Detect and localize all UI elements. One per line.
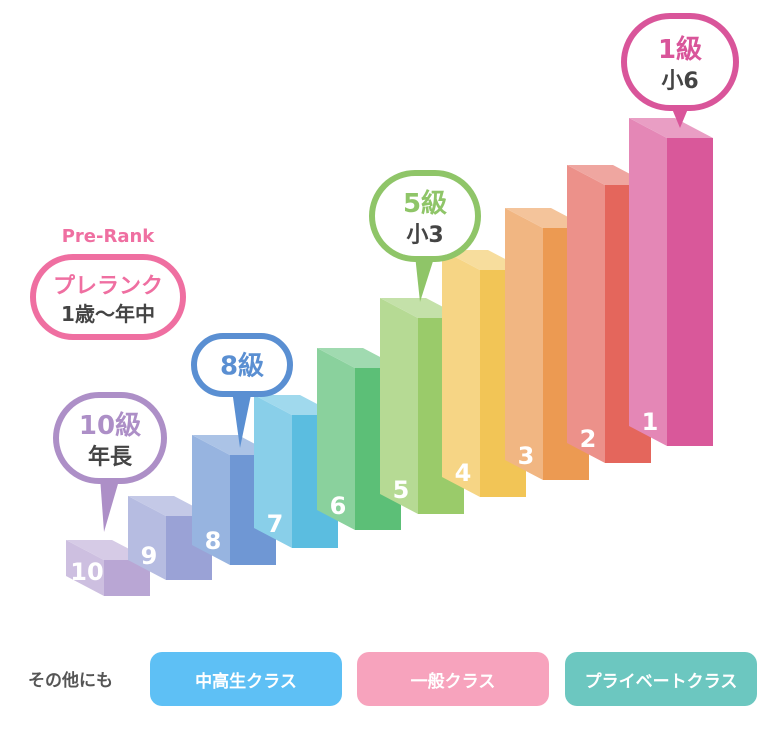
class-pill-general[interactable]: 一般クラス [357,652,549,706]
grade-bar-top-9 [128,496,212,516]
callout-sub-grade5: 小3 [406,223,443,248]
callout-tail-grade8 [232,390,252,448]
grade-bar-side-9 [128,496,166,580]
grade-bar-side-10 [66,540,104,596]
callout-title-grade8: 8級 [220,350,264,381]
grade-bar-top-1 [629,118,713,138]
grade-bars: 10 9 8 7 6 5 4 3 2 1 [66,118,713,596]
grade-bar-label-5: 5 [393,476,410,504]
grade-bar-4: 4 [442,250,526,497]
grade-bar-side-6 [317,348,355,530]
callout-sub-grade10: 年長 [88,444,133,470]
grade-bar-label-9: 9 [141,542,158,570]
grade-bar-6: 6 [317,348,401,530]
grade-bar-label-6: 6 [330,492,347,520]
callout-bubble-grade1 [621,13,739,111]
grade-bar-label-10: 10 [70,558,103,586]
callout-title-grade5: 5級 [403,188,447,219]
grade-bar-side-3 [505,208,543,480]
callout-title-prerank: プレランク [53,274,163,299]
grade-bar-8: 8 [192,435,276,565]
grade-bar-label-1: 1 [642,408,659,436]
callout-bubble-grade10 [53,392,167,484]
grade-bar-side-5 [380,298,418,514]
callout-grade8: 8級 [191,333,293,448]
callout-sub-prerank: 1歳～年中 [61,302,155,326]
grade-bar-side-4 [442,250,480,497]
callout-bubble-grade8 [191,333,293,397]
grade-bar-label-3: 3 [518,442,535,470]
grade-bar-1: 1 [629,118,713,446]
grade-bar-side-2 [567,165,605,463]
callout-prerank-en: Pre-Rank [62,226,156,247]
class-pill-highschool[interactable]: 中高生クラス [150,652,342,706]
class-pill-private[interactable]: プライベートクラス [565,652,757,706]
grade-bar-side-1 [629,118,667,446]
grade-bar-side-7 [254,395,292,548]
grade-bar-front-1 [667,138,713,446]
callout-prerank: プレランク 1歳～年中 Pre-Rank [30,226,186,340]
callout-title-grade1: 1級 [658,34,702,65]
other-classes-row: その他にも 中高生クラス 一般クラス プライベートクラス [0,652,784,708]
callout-tail-grade5 [415,255,435,302]
other-classes-lead: その他にも [28,671,113,691]
grade-bar-9: 9 [128,496,212,580]
callout-sub-grade1: 小6 [661,69,698,94]
grade-bar-label-4: 4 [455,459,472,487]
callout-bubble-prerank [30,254,186,340]
callout-title-grade10: 10級 [79,410,141,441]
callout-tail-grade10 [100,477,120,532]
grade-bar-side-8 [192,435,230,565]
grade-bar-label-2: 2 [580,425,597,453]
callout-bubble-grade5 [369,170,481,262]
grade-bar-label-8: 8 [205,527,222,555]
grade-bar-label-7: 7 [267,510,284,538]
